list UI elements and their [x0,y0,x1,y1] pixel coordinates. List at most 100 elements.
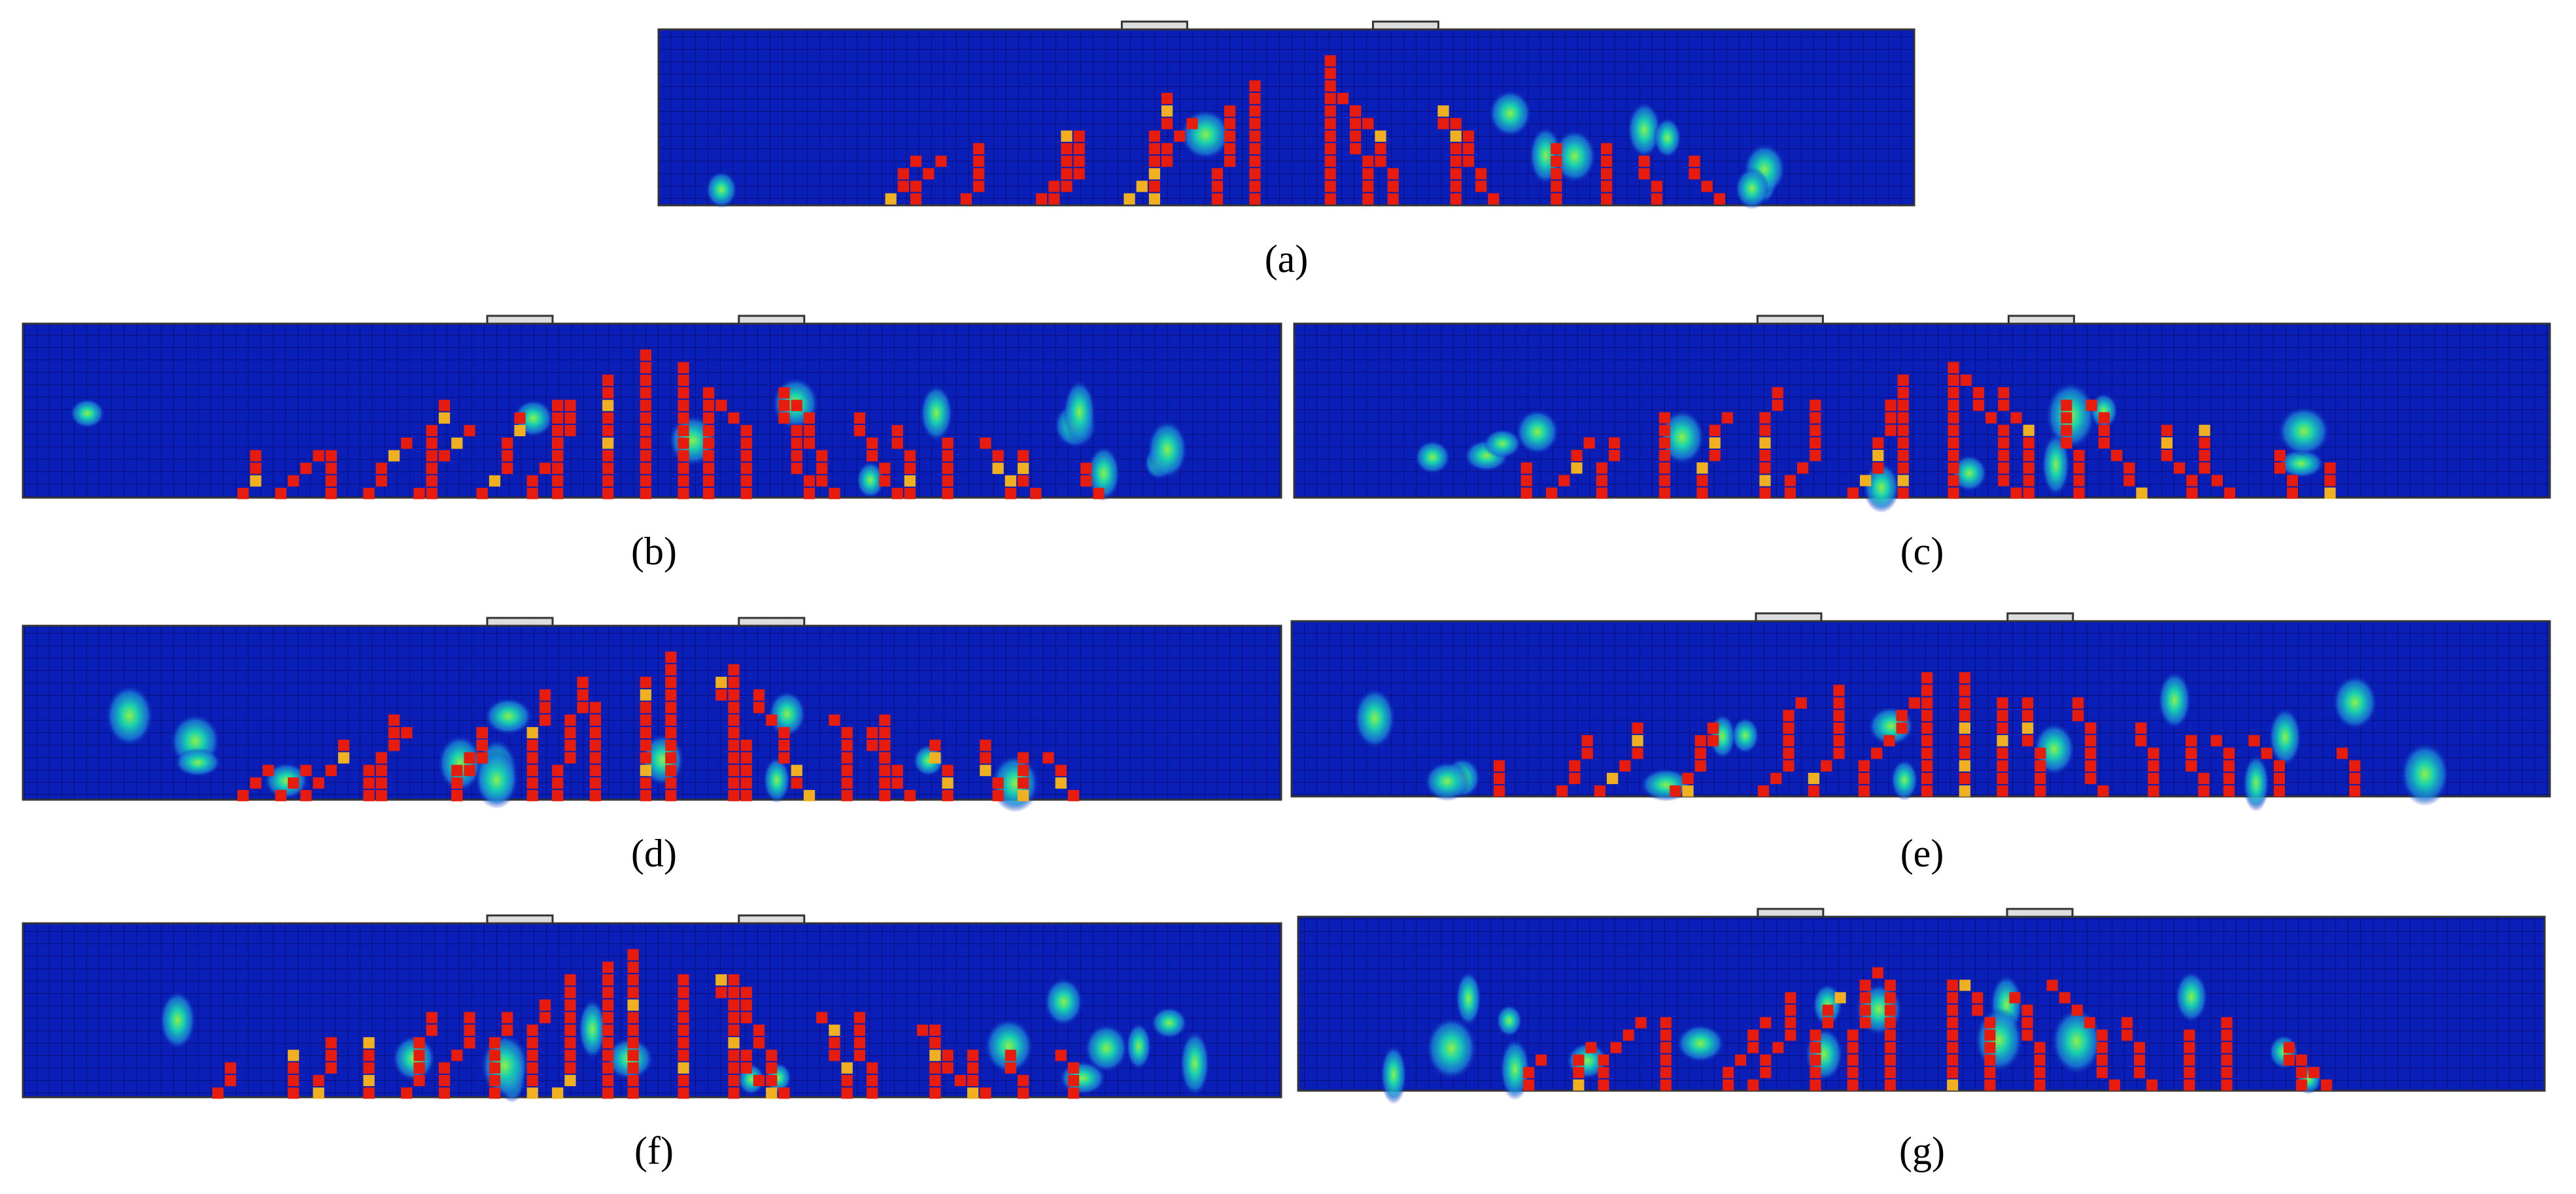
crack-cell [1833,722,1845,734]
crack-cell [678,1074,689,1087]
crack-cell [1556,785,1568,797]
damage-zone [480,1033,529,1099]
crack-cell [640,362,651,373]
crack-cell [526,790,538,802]
crack-cell [640,475,651,487]
crack-cell [325,1037,337,1049]
damage-zone [1730,717,1760,754]
crack-cell [1583,437,1595,449]
crack-cell [564,987,576,998]
crack-cell [1921,709,1933,721]
crack-cell [2221,1017,2233,1029]
crack-cell [753,1024,765,1036]
crack-cell [753,702,765,713]
crack-cell [2336,747,2348,759]
crack-cell [1161,156,1173,167]
crack-cell [1784,475,1796,486]
beam-panel [657,20,1915,210]
damage-zone [768,691,806,738]
crack-cell [1947,1017,1959,1029]
crack-cell [526,1024,538,1036]
crack-cell [627,949,639,961]
crack-cell [678,374,689,386]
crack-cell [2261,747,2273,759]
crack-cell [728,1062,740,1074]
crack-cell [2324,475,2336,486]
crack-cell [464,1012,475,1023]
crack-cell [2108,1079,2120,1091]
crack-cell [1908,697,1920,709]
crack-cell [1759,424,1771,436]
crack-cell [602,450,614,462]
crack-cell [1822,1017,1834,1029]
crack-cell [1810,424,1821,436]
crack-cell [778,412,790,424]
crack-cell [992,777,1004,789]
crack-cell [438,400,451,411]
crack-cell [2161,437,2172,449]
load-plate [1120,20,1188,31]
crack-cell [640,676,651,689]
crack-cell [413,488,425,500]
crack-cell [1249,93,1261,105]
crack-cell [728,752,740,764]
crack-cell [1998,424,2010,436]
crack-cell [910,180,922,192]
damage-zone [1863,462,1900,513]
crack-cell [401,437,413,449]
crack-cell [2199,462,2210,474]
crack-cell [2073,462,2085,474]
crack-cell [325,1049,337,1061]
crack-cell [2021,1004,2033,1016]
crack-cell [2134,1054,2146,1066]
crack-cell [552,790,564,802]
crack-cell [627,1062,639,1074]
crack-cell [2184,1042,2195,1053]
crack-cell [1148,193,1160,205]
crack-cell [1689,168,1700,180]
crack-cell [665,702,677,713]
crack-cell [2221,1079,2233,1091]
crack-cell [1884,1042,1896,1053]
crack-cell [740,488,752,500]
crack-cell [942,462,953,474]
crack-cell [803,424,816,437]
crack-cell [2224,487,2235,499]
crack-cell [1073,143,1085,154]
crack-cell [640,400,651,411]
crack-cell [526,726,538,739]
damage-zone [1496,1004,1522,1037]
crack-cell [640,437,651,449]
crack-cell [728,726,740,739]
crack-cell [1061,168,1073,180]
crack-cell [904,462,916,474]
damage-zone [1653,117,1681,158]
crack-cell [363,1049,375,1061]
crack-cell [1997,785,2008,797]
crack-cell [2174,462,2186,474]
crack-cell [2148,760,2159,772]
crack-cell [1847,1042,1859,1053]
damage-zone [763,757,791,804]
crack-cell [740,777,752,789]
crack-cell [753,1074,765,1087]
crack-cell [2274,450,2286,462]
crack-cell [1847,1066,1859,1078]
crack-cell [1324,130,1336,142]
crack-cell [1810,1066,1821,1078]
crack-cell [1694,760,1706,772]
crack-cell [1884,1079,1896,1091]
crack-cell [1959,709,1970,721]
crack-cell [1948,424,1959,436]
damage-zone [1084,1023,1129,1073]
crack-cell [1585,1042,1597,1053]
crack-cell [1619,760,1631,772]
crack-cell [1601,180,1613,192]
crack-cell [502,450,513,462]
crack-cell [1249,143,1261,154]
crack-cell [702,424,715,437]
crack-cell [300,764,312,776]
crack-cell [640,790,651,802]
crack-cell [564,1037,576,1049]
crack-cell [413,1074,425,1087]
